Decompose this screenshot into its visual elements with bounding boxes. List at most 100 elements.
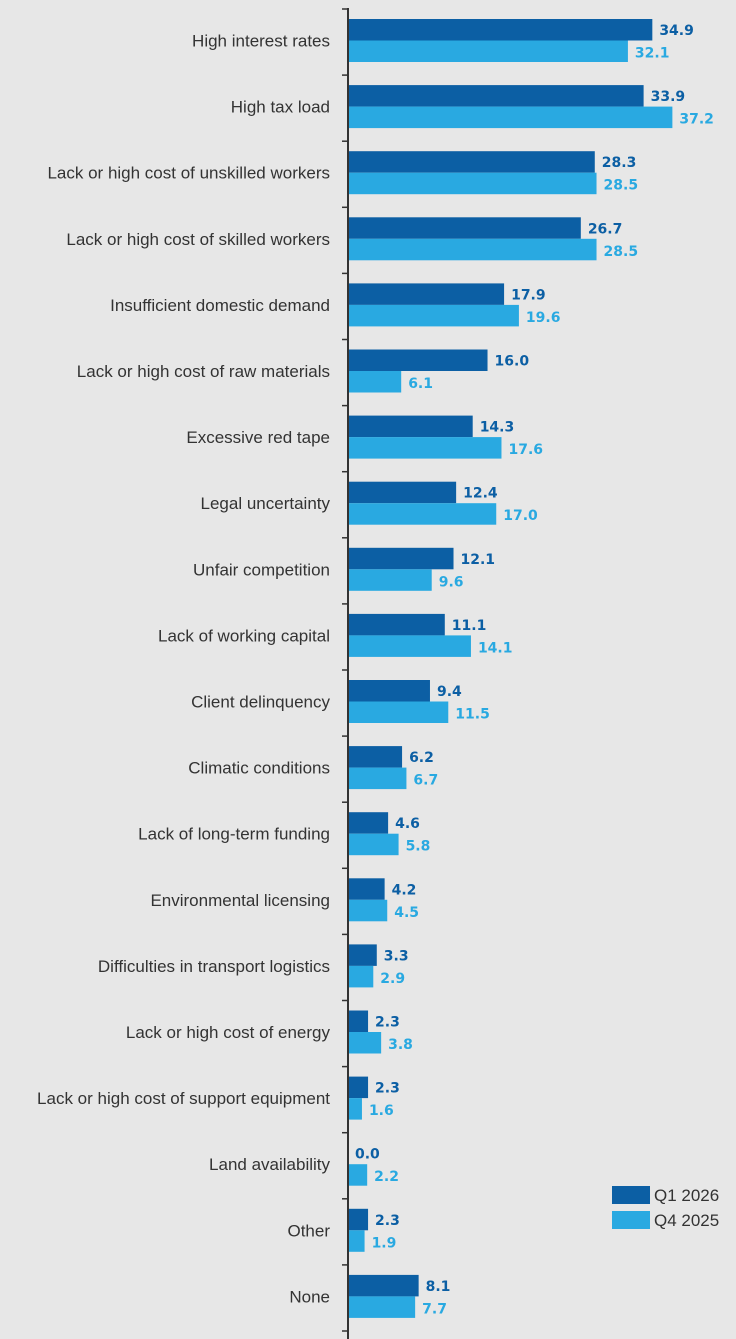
value-label-q4-2025: 17.0 [503, 508, 538, 524]
bar-q4-2025 [348, 701, 449, 723]
bar-q4-2025 [348, 1296, 416, 1318]
category-label: Difficulties in transport logistics [98, 957, 330, 976]
bar-q1-2026 [348, 812, 389, 834]
category-label: Lack or high cost of energy [126, 1023, 331, 1042]
value-label-q4-2025: 4.5 [394, 905, 419, 921]
value-label-q1-2026: 16.0 [495, 354, 530, 370]
bar-q1-2026 [348, 1010, 369, 1032]
bar-q4-2025 [348, 1230, 365, 1252]
category-label: Client delinquency [191, 693, 330, 712]
bar-q1-2026 [348, 85, 644, 107]
category-label: Excessive red tape [186, 428, 330, 447]
bar-q4-2025 [348, 437, 502, 459]
bar-q4-2025 [348, 172, 597, 195]
value-label-q4-2025: 7.7 [422, 1301, 447, 1317]
value-label-q4-2025: 2.9 [380, 971, 405, 987]
value-label-q1-2026: 2.3 [375, 1213, 400, 1229]
bar-q1-2026 [348, 1274, 419, 1297]
bar-q1-2026 [348, 547, 454, 570]
legend-swatch [612, 1211, 650, 1229]
bars [348, 19, 673, 1318]
category-label: Climatic conditions [188, 759, 330, 778]
bar-q4-2025 [348, 767, 407, 790]
value-label-q4-2025: 9.6 [439, 574, 464, 590]
category-label: Other [287, 1221, 330, 1240]
value-label-q1-2026: 2.3 [375, 1015, 400, 1031]
value-label-q4-2025: 6.1 [408, 376, 433, 392]
legend-swatch [612, 1186, 650, 1204]
value-label-q1-2026: 9.4 [437, 684, 462, 700]
category-label: Lack of long-term funding [138, 825, 330, 844]
bar-q4-2025 [348, 635, 471, 657]
value-label-q4-2025: 37.2 [679, 112, 714, 128]
bar-q4-2025 [348, 1164, 368, 1186]
category-label: High interest rates [192, 32, 330, 51]
value-label-q4-2025: 6.7 [413, 773, 438, 789]
value-label-q1-2026: 12.1 [461, 552, 496, 568]
value-label-q1-2026: 8.1 [426, 1279, 451, 1295]
legend: Q1 2026 Q4 2025 [612, 1186, 719, 1230]
bar-q1-2026 [348, 613, 445, 636]
bar-q4-2025 [348, 965, 374, 988]
value-label-q4-2025: 2.2 [374, 1169, 399, 1185]
bar-q1-2026 [348, 349, 488, 371]
value-label-q4-2025: 5.8 [406, 839, 431, 855]
bar-q1-2026 [348, 283, 505, 305]
value-labels: 34.9 32.1 33.9 37.2 28.3 28.5 26.7 28.5 17.9 19.6… [355, 23, 714, 1317]
bar-q1-2026 [348, 151, 595, 173]
value-label-q1-2026: 28.3 [602, 155, 637, 171]
value-label-q1-2026: 6.2 [409, 750, 434, 766]
bar-q4-2025 [348, 899, 388, 922]
bar-q1-2026 [348, 481, 457, 504]
value-label-q1-2026: 12.4 [463, 486, 498, 502]
value-label-q1-2026: 4.2 [392, 882, 417, 898]
value-label-q1-2026: 17.9 [511, 287, 546, 303]
bar-q4-2025 [348, 238, 597, 261]
bar-q1-2026 [348, 1076, 369, 1099]
bar-q4-2025 [348, 40, 628, 62]
value-label-q4-2025: 1.9 [372, 1235, 397, 1251]
bar-q4-2025 [348, 503, 497, 525]
bar-q4-2025 [348, 833, 399, 856]
value-label-q1-2026: 26.7 [588, 221, 623, 237]
value-label-q1-2026: 33.9 [651, 89, 686, 105]
bar-q4-2025 [348, 106, 673, 129]
category-label: Environmental licensing [150, 891, 330, 910]
y-axis [342, 8, 349, 1339]
category-labels: High interest rates High tax load Lack or … [37, 32, 330, 1307]
value-label-q1-2026: 2.3 [375, 1081, 400, 1097]
value-label-q1-2026: 0.0 [355, 1147, 380, 1163]
value-label-q4-2025: 28.5 [604, 178, 639, 194]
category-label: Lack or high cost of skilled workers [66, 230, 330, 249]
category-label: Lack or high cost of raw materials [77, 362, 330, 381]
bar-q4-2025 [348, 1098, 362, 1120]
bar-q1-2026 [348, 1208, 369, 1231]
value-label-q4-2025: 17.6 [508, 442, 543, 458]
bar-q1-2026 [348, 19, 653, 41]
value-label-q4-2025: 32.1 [635, 46, 670, 62]
bar-q1-2026 [348, 680, 430, 702]
category-label: Legal uncertainty [201, 494, 331, 513]
bar-q4-2025 [348, 569, 432, 591]
bar-q1-2026 [348, 746, 403, 768]
value-label-q1-2026: 34.9 [659, 23, 694, 39]
category-label: Lack of working capital [158, 626, 330, 645]
value-label-q4-2025: 1.6 [369, 1103, 394, 1119]
category-label: Lack or high cost of support equipment [37, 1089, 330, 1108]
legend-label: Q4 2025 [654, 1211, 719, 1230]
legend-label: Q1 2026 [654, 1186, 719, 1205]
value-label-q4-2025: 28.5 [604, 244, 639, 260]
bar-q4-2025 [348, 304, 519, 327]
bar-q1-2026 [348, 878, 385, 900]
bar-q1-2026 [348, 415, 473, 438]
value-label-q1-2026: 3.3 [384, 948, 409, 964]
value-label-q4-2025: 3.8 [388, 1037, 413, 1053]
bar-q4-2025 [348, 371, 402, 393]
bar-q1-2026 [348, 944, 377, 966]
value-label-q1-2026: 11.1 [452, 618, 487, 634]
value-label-q1-2026: 4.6 [395, 816, 420, 832]
value-label-q4-2025: 14.1 [478, 640, 513, 656]
bar-q4-2025 [348, 1032, 382, 1054]
category-label: Lack or high cost of unskilled workers [47, 164, 330, 183]
